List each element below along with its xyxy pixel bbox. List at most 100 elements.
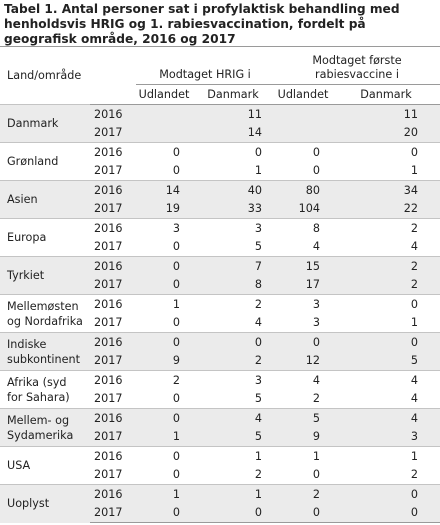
- year-cell: 2017: [94, 392, 123, 406]
- value-cell: 0: [332, 484, 440, 504]
- value-cell: 3: [274, 294, 332, 314]
- region-label: Mellem- og: [7, 413, 70, 427]
- value-cell: 3: [192, 370, 274, 390]
- value-cell: 0: [136, 332, 192, 352]
- value-cell: 40: [192, 180, 274, 200]
- value-cell: 1: [332, 446, 440, 466]
- table-row: Tyrkiet 2016 0 7 15 2: [0, 256, 440, 295]
- region-cell: Mellem- og Sydamerika: [0, 408, 90, 447]
- value-cell: 0: [332, 503, 440, 523]
- value-cell: 0: [332, 294, 440, 314]
- value-cell: 0: [332, 142, 440, 162]
- year-cell: 2016: [90, 294, 136, 314]
- value-cell: 0: [172, 392, 180, 406]
- value-cell: 7: [192, 256, 274, 276]
- table-row: Europa 2016 3 3 8 2: [0, 218, 440, 257]
- hrig-group-header: Modtaget HRIG i: [136, 46, 274, 85]
- value-cell: 19: [136, 199, 192, 219]
- region-cell: Afrika (syd for Sahara): [0, 370, 90, 409]
- year-cell: 2017: [90, 503, 136, 523]
- region-label: Europa: [7, 231, 47, 244]
- value-cell: [274, 104, 332, 124]
- value-cell: 5: [192, 427, 274, 447]
- region-cell: Tyrkiet: [0, 256, 90, 295]
- year-cell: 2016: [90, 256, 136, 276]
- region-label: Uoplyst: [7, 497, 50, 511]
- value-cell: 0: [312, 468, 320, 482]
- value-cell: 4: [312, 240, 320, 254]
- value-cell: 0: [172, 316, 180, 330]
- year-cell: 2017: [90, 275, 136, 295]
- table-row: 2017 0 8 17 2: [0, 275, 440, 295]
- region-cell: Uoplyst: [0, 484, 90, 523]
- value-cell: 80: [274, 180, 332, 200]
- value-cell: 104: [274, 199, 332, 219]
- value-cell: 2: [410, 468, 418, 482]
- year-cell: 2016: [90, 408, 136, 428]
- value-cell: 0: [274, 332, 332, 352]
- value-cell: 5: [332, 351, 440, 371]
- region-cell: USA: [0, 446, 90, 485]
- value-cell: 0: [274, 142, 332, 162]
- year-cell: 2016: [90, 332, 136, 352]
- region-label: Tyrkiet: [7, 269, 45, 282]
- value-cell: 1: [410, 316, 418, 330]
- region-label-line2: for Sahara): [7, 390, 70, 404]
- value-cell: 34: [332, 180, 440, 200]
- value-cell: 0: [172, 240, 180, 254]
- value-cell: 0: [192, 142, 274, 162]
- value-cell: 0: [136, 142, 192, 162]
- value-cell: 1: [410, 164, 418, 178]
- region-label: Afrika (syd: [7, 375, 67, 389]
- table-row: Uoplyst 2016 1 1 2 0: [0, 484, 440, 523]
- value-cell: 0: [136, 256, 192, 276]
- region-label-line2: Sydamerika: [7, 428, 74, 442]
- value-cell: 11: [192, 104, 274, 124]
- value-cell: 2: [254, 468, 262, 482]
- table-row: Grønland 2016 0 0 0 0: [0, 142, 440, 181]
- table-row: 2017 1 5 9 3: [0, 427, 440, 447]
- land-column-header: Land/område: [0, 46, 90, 105]
- region-cell: Grønland: [0, 142, 90, 181]
- value-cell: 0: [172, 164, 180, 178]
- region-cell: Mellemøsten og Nordafrika: [0, 294, 90, 333]
- year-cell: 2017: [94, 240, 123, 254]
- value-cell: 2: [312, 392, 320, 406]
- year-cell: 2017: [94, 468, 123, 482]
- year-cell: 2017: [90, 199, 136, 219]
- value-cell: 8: [192, 275, 274, 295]
- table-row: Mellemøsten og Nordafrika 2016 1 2 3 0: [0, 294, 440, 333]
- value-cell: 1: [136, 484, 192, 504]
- subheader-hrig-danmark: Danmark: [192, 84, 274, 105]
- vaccine-group-header-line2: rabiesvaccine i: [315, 68, 399, 81]
- value-cell: 5: [254, 392, 262, 406]
- value-cell: 22: [332, 199, 440, 219]
- value-cell: 3: [332, 427, 440, 447]
- region-label-line2: og Nordafrika: [7, 314, 83, 328]
- region-label: USA: [7, 459, 31, 472]
- subheader-hrig-udlandet: Udlandet: [136, 84, 192, 105]
- value-cell: [136, 104, 192, 124]
- value-cell: 33: [192, 199, 274, 219]
- table-row: Indiske subkontinent 2016 0 0 0 0: [0, 332, 440, 371]
- value-cell: 1: [136, 427, 192, 447]
- value-cell: 20: [332, 123, 440, 143]
- value-cell: 2: [192, 294, 274, 314]
- value-cell: 4: [410, 392, 418, 406]
- value-cell: 12: [274, 351, 332, 371]
- region-label: Mellemøsten: [7, 299, 79, 313]
- value-cell: 2: [274, 484, 332, 504]
- value-cell: 2: [192, 351, 274, 371]
- table-row: 2017 19 33 104 22: [0, 199, 440, 219]
- data-table: Land/område Modtaget HRIG i Modtaget før…: [0, 46, 440, 523]
- vaccine-group-header: Modtaget første rabiesvaccine i: [274, 46, 440, 85]
- table-row: 2017 0 5 2 4: [0, 390, 440, 409]
- value-cell: 3: [312, 316, 320, 330]
- value-cell: 1: [274, 446, 332, 466]
- value-cell: 17: [274, 275, 332, 295]
- table-row: Mellem- og Sydamerika 2016 0 4 5 4: [0, 408, 440, 447]
- year-cell: 2016: [90, 142, 136, 162]
- value-cell: 0: [192, 332, 274, 352]
- table-row: Asien 2016 14 40 80 34: [0, 180, 440, 219]
- value-cell: 0: [192, 503, 274, 523]
